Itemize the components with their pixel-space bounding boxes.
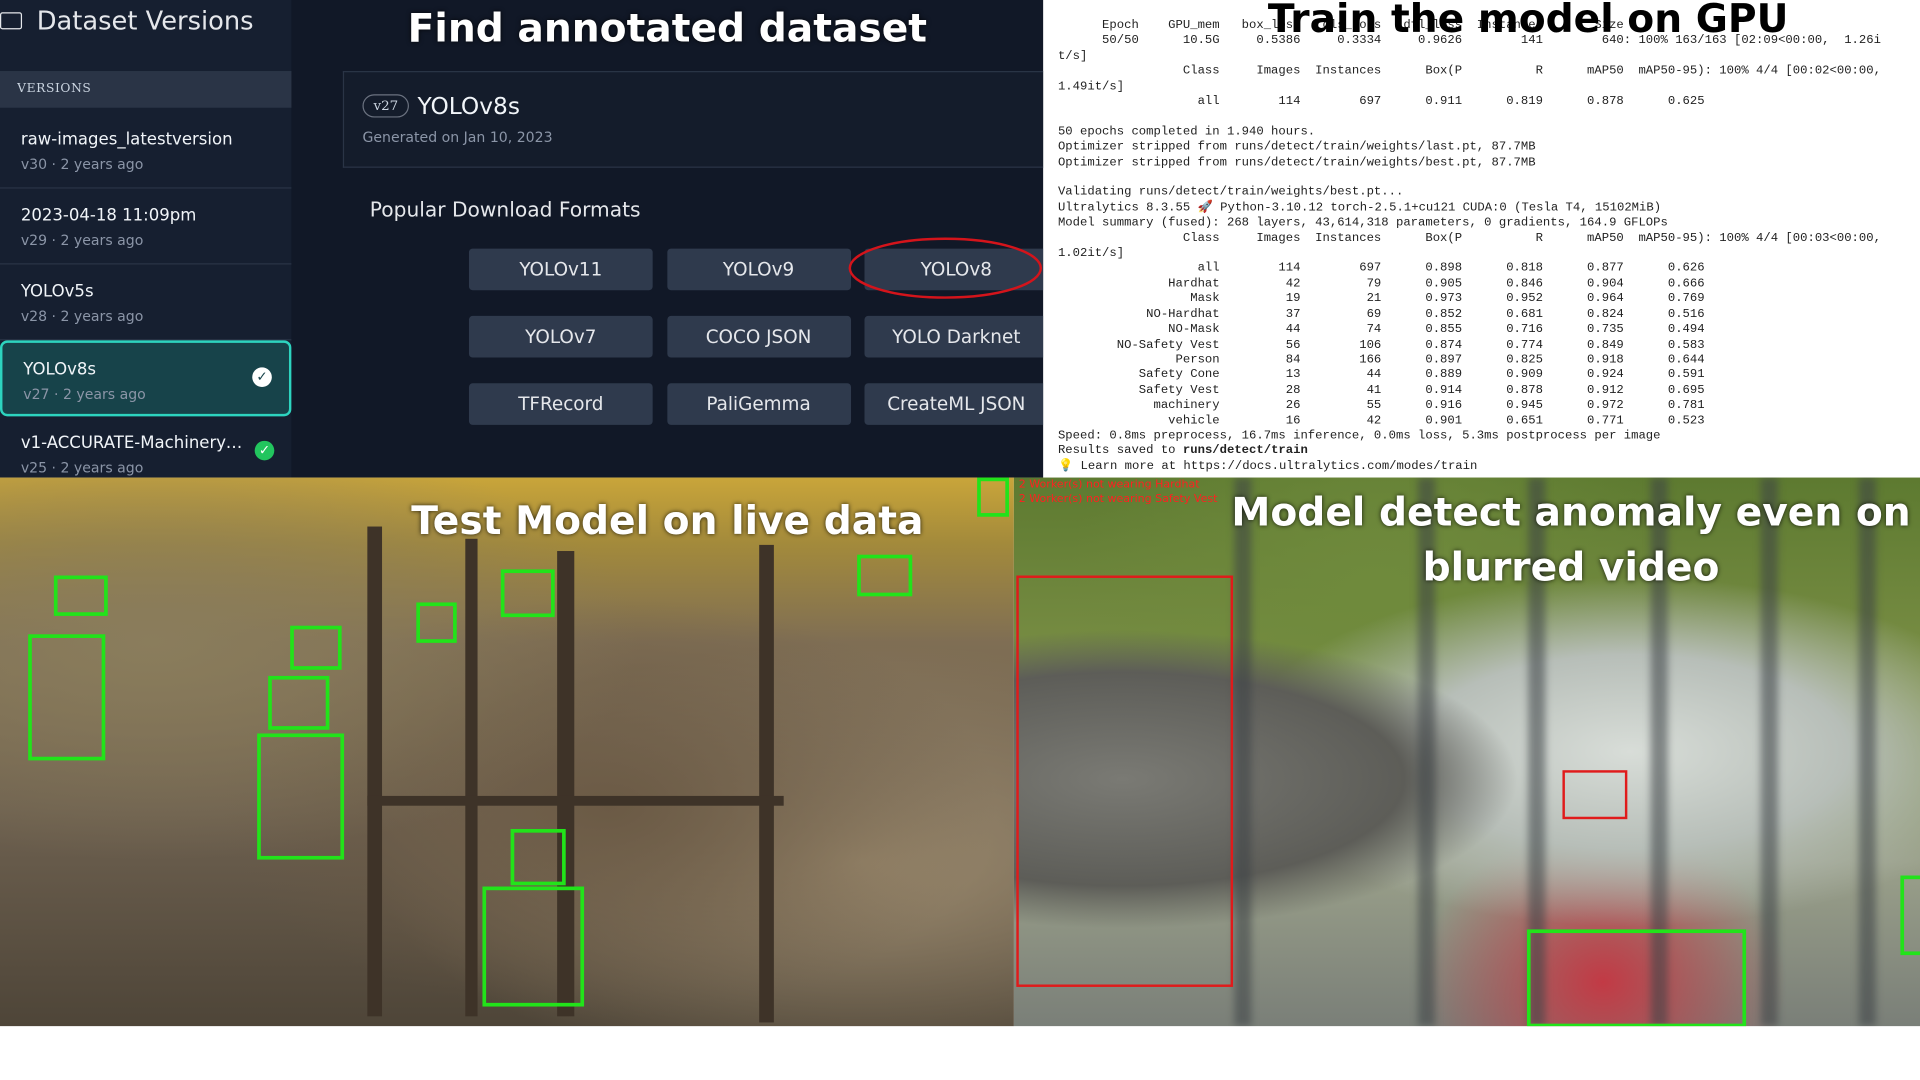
version-item[interactable]: 2023-04-18 11:09pm v29 · 2 years ago xyxy=(0,189,292,265)
terminal-line: Safety Vest 28 41 0.914 0.878 0.912 0.69… xyxy=(1057,384,1705,398)
format-grid: YOLOv11 YOLOv9 YOLOv8 YOLOv7 COCO JSON YOLO D… xyxy=(0,0,1044,478)
version-meta: v25 · 2 years ago xyxy=(20,459,144,477)
version-item[interactable]: YOLOv8s v27 · 2 years ago ✓ xyxy=(0,340,292,417)
results-label: Results saved to xyxy=(1057,444,1176,459)
terminal-line: Hardhat 42 79 0.905 0.846 0.904 0.666 xyxy=(1057,277,1705,292)
terminal-line: NO-Mask 44 74 0.855 0.716 0.735 0.494 xyxy=(1057,323,1705,337)
dataset-panel: Dataset Versions VERSIONS raw-images_lat… xyxy=(0,0,1044,478)
caption: Train the model on GPU xyxy=(1267,0,1789,42)
terminal-line: Results saved to runs/detect/train xyxy=(1058,445,1881,460)
format-button[interactable]: YOLOv9 xyxy=(666,248,851,291)
caption: Find annotated dataset xyxy=(407,4,928,52)
sidebar-title: Dataset Versions xyxy=(36,6,254,36)
terminal-line: Epoch GPU_mem box_loss cls_loss dfl_loss… xyxy=(1057,19,1624,34)
format-button[interactable]: CreateML JSON xyxy=(864,383,1044,425)
terminal-line: 50 epochs completed in 1.940 hours. xyxy=(1057,125,1316,140)
version-item[interactable]: YOLOv5s v28 · 2 years ago xyxy=(0,264,292,341)
terminal-line: Speed: 0.8ms preprocess, 16.7ms inferenc… xyxy=(1057,429,1661,444)
formats-title: Popular Download Formats xyxy=(369,198,641,222)
terminal-line: Class Images Instances Box(P R mAP50 mAP… xyxy=(1057,65,1881,79)
terminal-line: Safety Cone 13 44 0.889 0.909 0.924 0.59… xyxy=(1057,368,1705,383)
version-meta: v30 · 2 years ago xyxy=(20,155,144,173)
terminal-line: 1.02it/s] xyxy=(1057,247,1125,261)
terminal-line: 1.49it/s] xyxy=(1057,80,1125,94)
check-icon: ✓ xyxy=(254,440,275,461)
terminal-block: Validating runs/detect/train/weights/bes… xyxy=(1058,187,1881,445)
sidebar: Dataset Versions VERSIONS raw-images_lat… xyxy=(0,0,292,478)
version-meta: v29 · 2 years ago xyxy=(20,231,144,249)
highlight-circle xyxy=(848,237,1043,299)
terminal-line: all 114 697 0.911 0.819 0.878 0.625 xyxy=(1057,95,1705,110)
terminal-line: vehicle 16 42 0.901 0.651 0.771 0.523 xyxy=(1057,414,1705,428)
version-list: raw-images_latestversion v30 · 2 years ag… xyxy=(0,113,292,478)
version-name: YOLOv8s xyxy=(417,93,520,121)
version-meta: v28 · 2 years ago xyxy=(20,307,144,325)
terminal-line: Ultralytics 8.3.55 🚀 Python-3.10.12 torc… xyxy=(1057,201,1662,216)
folder-icon xyxy=(0,12,23,30)
warning-text: 2 Worker(s) not wearing Hardhat xyxy=(1018,478,1200,492)
terminal-line: Person 84 166 0.897 0.825 0.918 0.644 xyxy=(1057,353,1705,368)
terminal-output: Epoch GPU_mem box_loss cls_loss dfl_loss… xyxy=(1043,0,1920,478)
version-badge: v27 xyxy=(362,94,410,118)
terminal-line: 💡 Learn more at https://docs.ultralytics… xyxy=(1057,460,1478,474)
terminal-line: t/s] xyxy=(1057,49,1088,64)
section-header: VERSIONS xyxy=(0,71,292,108)
terminal-line: NO-Hardhat 37 69 0.852 0.681 0.824 0.516 xyxy=(1057,308,1705,322)
format-button[interactable]: TFRecord xyxy=(468,383,653,425)
format-button[interactable]: YOLOv11 xyxy=(468,248,653,291)
caption: Model detect anomaly even on blurred vid… xyxy=(1231,488,1911,591)
terminal-line: Optimizer stripped from runs/detect/trai… xyxy=(1057,141,1536,155)
format-button[interactable]: COCO JSON xyxy=(666,315,851,358)
format-button[interactable]: YOLOv8 xyxy=(864,248,1044,291)
check-icon: ✓ xyxy=(252,367,272,387)
blurred-video: 2 Worker(s) not wearing Hardhat 2 Worker(… xyxy=(1013,477,1920,1027)
format-button[interactable]: YOLOv7 xyxy=(468,315,653,358)
caption: Test Model on live data xyxy=(411,497,924,544)
terminal-line: Model summary (fused): 268 layers, 43,61… xyxy=(1057,217,1668,231)
live-video: Test Model on live data xyxy=(0,477,1014,1027)
terminal-line: NO-Safety Vest 56 106 0.874 0.774 0.849 … xyxy=(1057,338,1705,353)
terminal-line: Optimizer stripped from runs/detect/trai… xyxy=(1057,156,1536,170)
terminal-block: 50 epochs completed in 1.940 hours. Optim… xyxy=(1058,126,1881,172)
terminal-line: Validating runs/detect/train/weights/bes… xyxy=(1057,186,1404,201)
terminal-line: 50/50 10.5G 0.5386 0.3334 0.9626 141 640… xyxy=(1057,34,1881,49)
version-item[interactable]: v1-ACCURATE-Machinery-Safety-Detectionv2… xyxy=(0,416,291,477)
terminal-line: all 114 697 0.898 0.818 0.877 0.626 xyxy=(1057,262,1705,277)
terminal-line: machinery 26 55 0.916 0.945 0.972 0.781 xyxy=(1057,399,1705,413)
warning-text: 2 Worker(s) not wearing Safety Vest xyxy=(1018,493,1218,506)
version-item[interactable]: raw-images_latestversion v30 · 2 years ag… xyxy=(0,113,292,189)
terminal-text: Epoch GPU_mem box_loss cls_loss dfl_loss… xyxy=(1058,20,1881,476)
format-button[interactable]: YOLO Darknet xyxy=(864,315,1044,358)
detection-warnings: 2 Worker(s) not wearing Hardhat 2 Worker(… xyxy=(1019,478,1218,507)
terminal-line: Class Images Instances Box(P R mAP50 mAP… xyxy=(1057,232,1881,246)
terminal-block: Epoch GPU_mem box_loss cls_loss dfl_loss… xyxy=(1058,20,1881,111)
version-meta: v27 · 2 years ago xyxy=(23,385,146,403)
generated-date: Generated on Jan 10, 2023 xyxy=(362,128,553,146)
terminal-line: Mask 19 21 0.973 0.952 0.964 0.769 xyxy=(1057,292,1705,307)
results-path: runs/detect/train xyxy=(1182,444,1308,459)
format-button[interactable]: PaliGemma xyxy=(666,383,851,425)
version-card: v27 YOLOv8s Generated on Jan 10, 2023 xyxy=(342,71,1044,168)
